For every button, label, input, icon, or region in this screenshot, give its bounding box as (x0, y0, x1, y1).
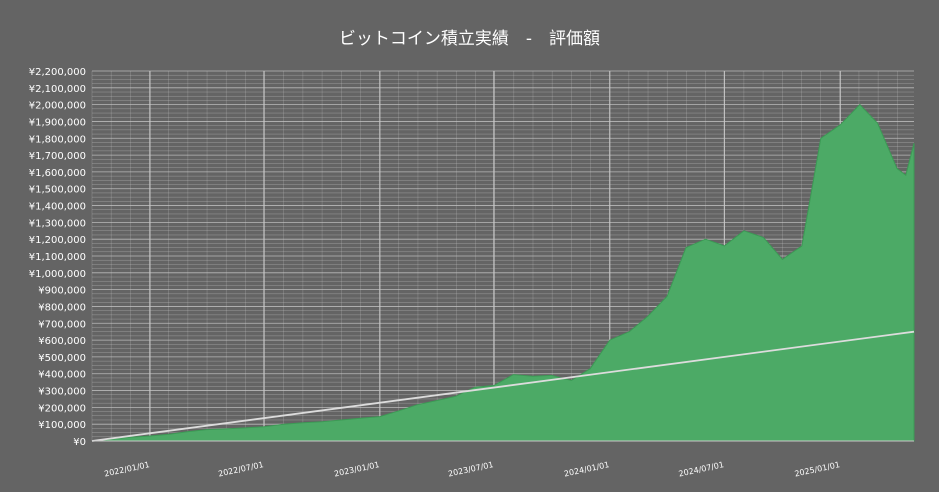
y-tick-label: ¥1,100,000 (29, 252, 86, 263)
y-tick-label: ¥400,000 (38, 370, 86, 381)
x-tick-label: 2024/01/01 (563, 460, 610, 478)
x-tick-label: 2024/07/01 (678, 460, 725, 478)
y-tick-label: ¥1,800,000 (29, 134, 86, 145)
x-tick-label: 2022/07/01 (217, 460, 264, 478)
y-tick-label: ¥900,000 (38, 286, 86, 297)
chart-title: ビットコイン積立実績 - 評価額 (338, 29, 601, 49)
y-tick-label: ¥300,000 (38, 387, 86, 398)
y-tick-label: ¥1,300,000 (29, 218, 86, 229)
y-tick-label: ¥1,700,000 (29, 151, 86, 162)
x-tick-label: 2022/01/01 (103, 460, 150, 478)
y-tick-label: ¥1,000,000 (29, 269, 86, 280)
y-tick-label: ¥1,400,000 (29, 202, 86, 213)
y-tick-label: ¥1,200,000 (29, 235, 86, 246)
y-tick-label: ¥700,000 (38, 319, 86, 330)
x-tick-label: 2023/01/01 (333, 460, 380, 478)
y-tick-label: ¥100,000 (38, 420, 86, 431)
y-tick-label: ¥800,000 (38, 302, 86, 313)
invested-line (91, 330, 915, 442)
y-tick-label: ¥2,200,000 (29, 67, 86, 78)
y-tick-label: ¥600,000 (38, 336, 86, 347)
y-tick-label: ¥200,000 (38, 403, 86, 414)
x-tick-label: 2023/07/01 (447, 460, 494, 478)
y-tick-label: ¥2,100,000 (29, 84, 86, 95)
y-tick-label: ¥1,500,000 (29, 185, 86, 196)
x-tick-label: 2025/01/01 (794, 460, 841, 478)
y-tick-label: ¥2,000,000 (29, 101, 86, 112)
valuation-area (91, 103, 915, 442)
y-tick-label: ¥1,900,000 (29, 117, 86, 128)
y-tick-label: ¥500,000 (38, 353, 86, 364)
y-tick-label: ¥1,600,000 (29, 168, 86, 179)
y-tick-label: ¥0 (73, 437, 86, 448)
